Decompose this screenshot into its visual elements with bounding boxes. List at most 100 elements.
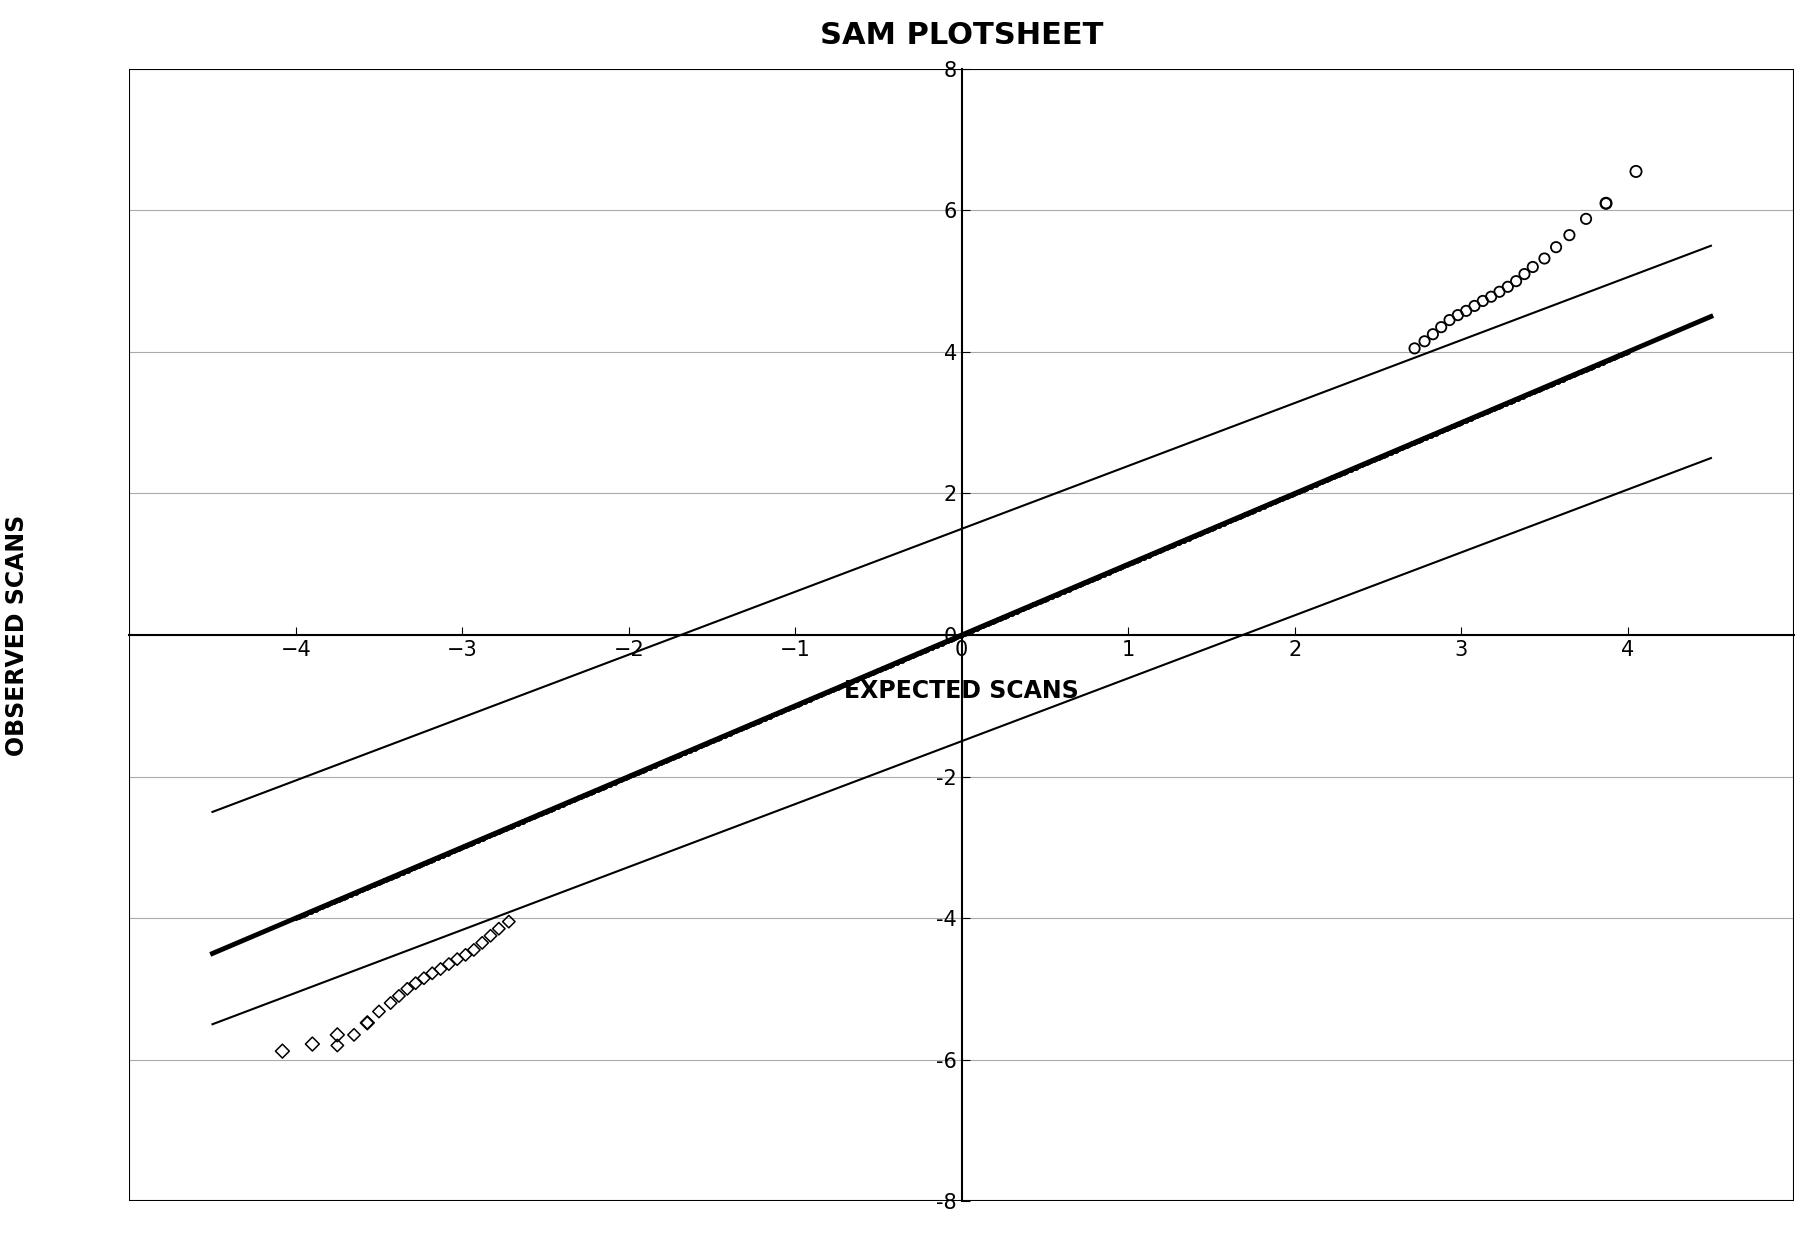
Point — [1141, 542, 1170, 561]
Point — [1293, 478, 1322, 497]
Point — [1277, 485, 1306, 505]
Point — [989, 607, 1018, 627]
Point — [941, 627, 970, 647]
Point — [1440, 415, 1469, 434]
Point — [1342, 457, 1371, 476]
Point — [717, 723, 746, 743]
Point — [1359, 450, 1388, 470]
Point — [1183, 526, 1212, 545]
Point — [1161, 534, 1190, 554]
Point — [617, 765, 646, 785]
Point — [909, 642, 938, 661]
Point — [947, 626, 976, 645]
Point — [510, 811, 539, 830]
Point — [1310, 470, 1339, 490]
Point — [1248, 497, 1277, 517]
Point — [1130, 547, 1159, 566]
Point — [386, 864, 415, 884]
Point — [1607, 344, 1636, 364]
Point — [932, 632, 961, 652]
Point — [1368, 447, 1397, 466]
Point — [805, 685, 834, 705]
Point — [1068, 574, 1097, 594]
Point — [960, 619, 989, 639]
Point — [697, 732, 726, 752]
Point — [1555, 366, 1584, 386]
Point — [1045, 584, 1074, 603]
Point — [1145, 540, 1174, 560]
Point — [836, 673, 865, 692]
Point — [430, 845, 459, 865]
Point — [521, 806, 550, 826]
Point — [892, 648, 922, 668]
Point — [608, 769, 637, 789]
Point — [1451, 411, 1480, 431]
Point — [392, 979, 421, 998]
Point — [443, 949, 472, 969]
Point — [597, 774, 626, 793]
Point — [771, 700, 800, 719]
Point — [912, 640, 941, 660]
Point — [922, 636, 951, 655]
Point — [1529, 378, 1558, 397]
Point — [363, 874, 392, 893]
Point — [1364, 448, 1393, 468]
Point — [1168, 531, 1197, 550]
Point — [1137, 544, 1166, 564]
Point — [312, 895, 341, 914]
Point — [1304, 474, 1333, 494]
Point — [1326, 464, 1355, 484]
Point — [1224, 507, 1253, 527]
Point — [1165, 532, 1194, 552]
Point — [1431, 418, 1460, 438]
Point — [310, 896, 339, 916]
Point — [856, 664, 885, 684]
Point — [1598, 348, 1627, 368]
Point — [791, 691, 820, 711]
Point — [684, 737, 713, 756]
Point — [775, 698, 804, 718]
Point — [1048, 582, 1078, 602]
Point — [863, 660, 892, 680]
Point — [1301, 475, 1330, 495]
Point — [1397, 433, 1426, 453]
Point — [1576, 357, 1605, 376]
Point — [1139, 543, 1168, 563]
Point — [308, 897, 337, 917]
Point — [419, 849, 448, 869]
Point — [1609, 343, 1638, 363]
Point — [651, 750, 680, 770]
Point — [624, 763, 653, 782]
Point — [1402, 432, 1431, 452]
Point — [492, 819, 521, 839]
Point — [722, 721, 751, 740]
Point — [1290, 479, 1319, 499]
Point — [1426, 317, 1455, 337]
Point — [1535, 375, 1564, 395]
Point — [385, 986, 414, 1006]
Point — [931, 632, 960, 652]
Point — [1163, 533, 1192, 553]
Point — [1429, 420, 1458, 439]
Point — [1560, 364, 1589, 384]
Point — [715, 724, 744, 744]
Point — [611, 768, 640, 787]
Point — [352, 1013, 381, 1033]
Point — [319, 892, 348, 912]
Point — [555, 792, 584, 812]
Point — [1179, 527, 1208, 547]
Point — [662, 747, 691, 766]
Point — [414, 853, 443, 872]
Point — [423, 848, 452, 868]
Point — [299, 901, 328, 921]
Point — [1500, 271, 1529, 291]
Point — [796, 689, 825, 708]
Point — [365, 872, 394, 892]
Point — [397, 859, 426, 879]
Point — [561, 789, 590, 808]
Point — [814, 681, 844, 701]
Point — [486, 821, 515, 840]
Point — [902, 644, 931, 664]
Point — [579, 782, 608, 802]
Point — [1107, 557, 1136, 576]
